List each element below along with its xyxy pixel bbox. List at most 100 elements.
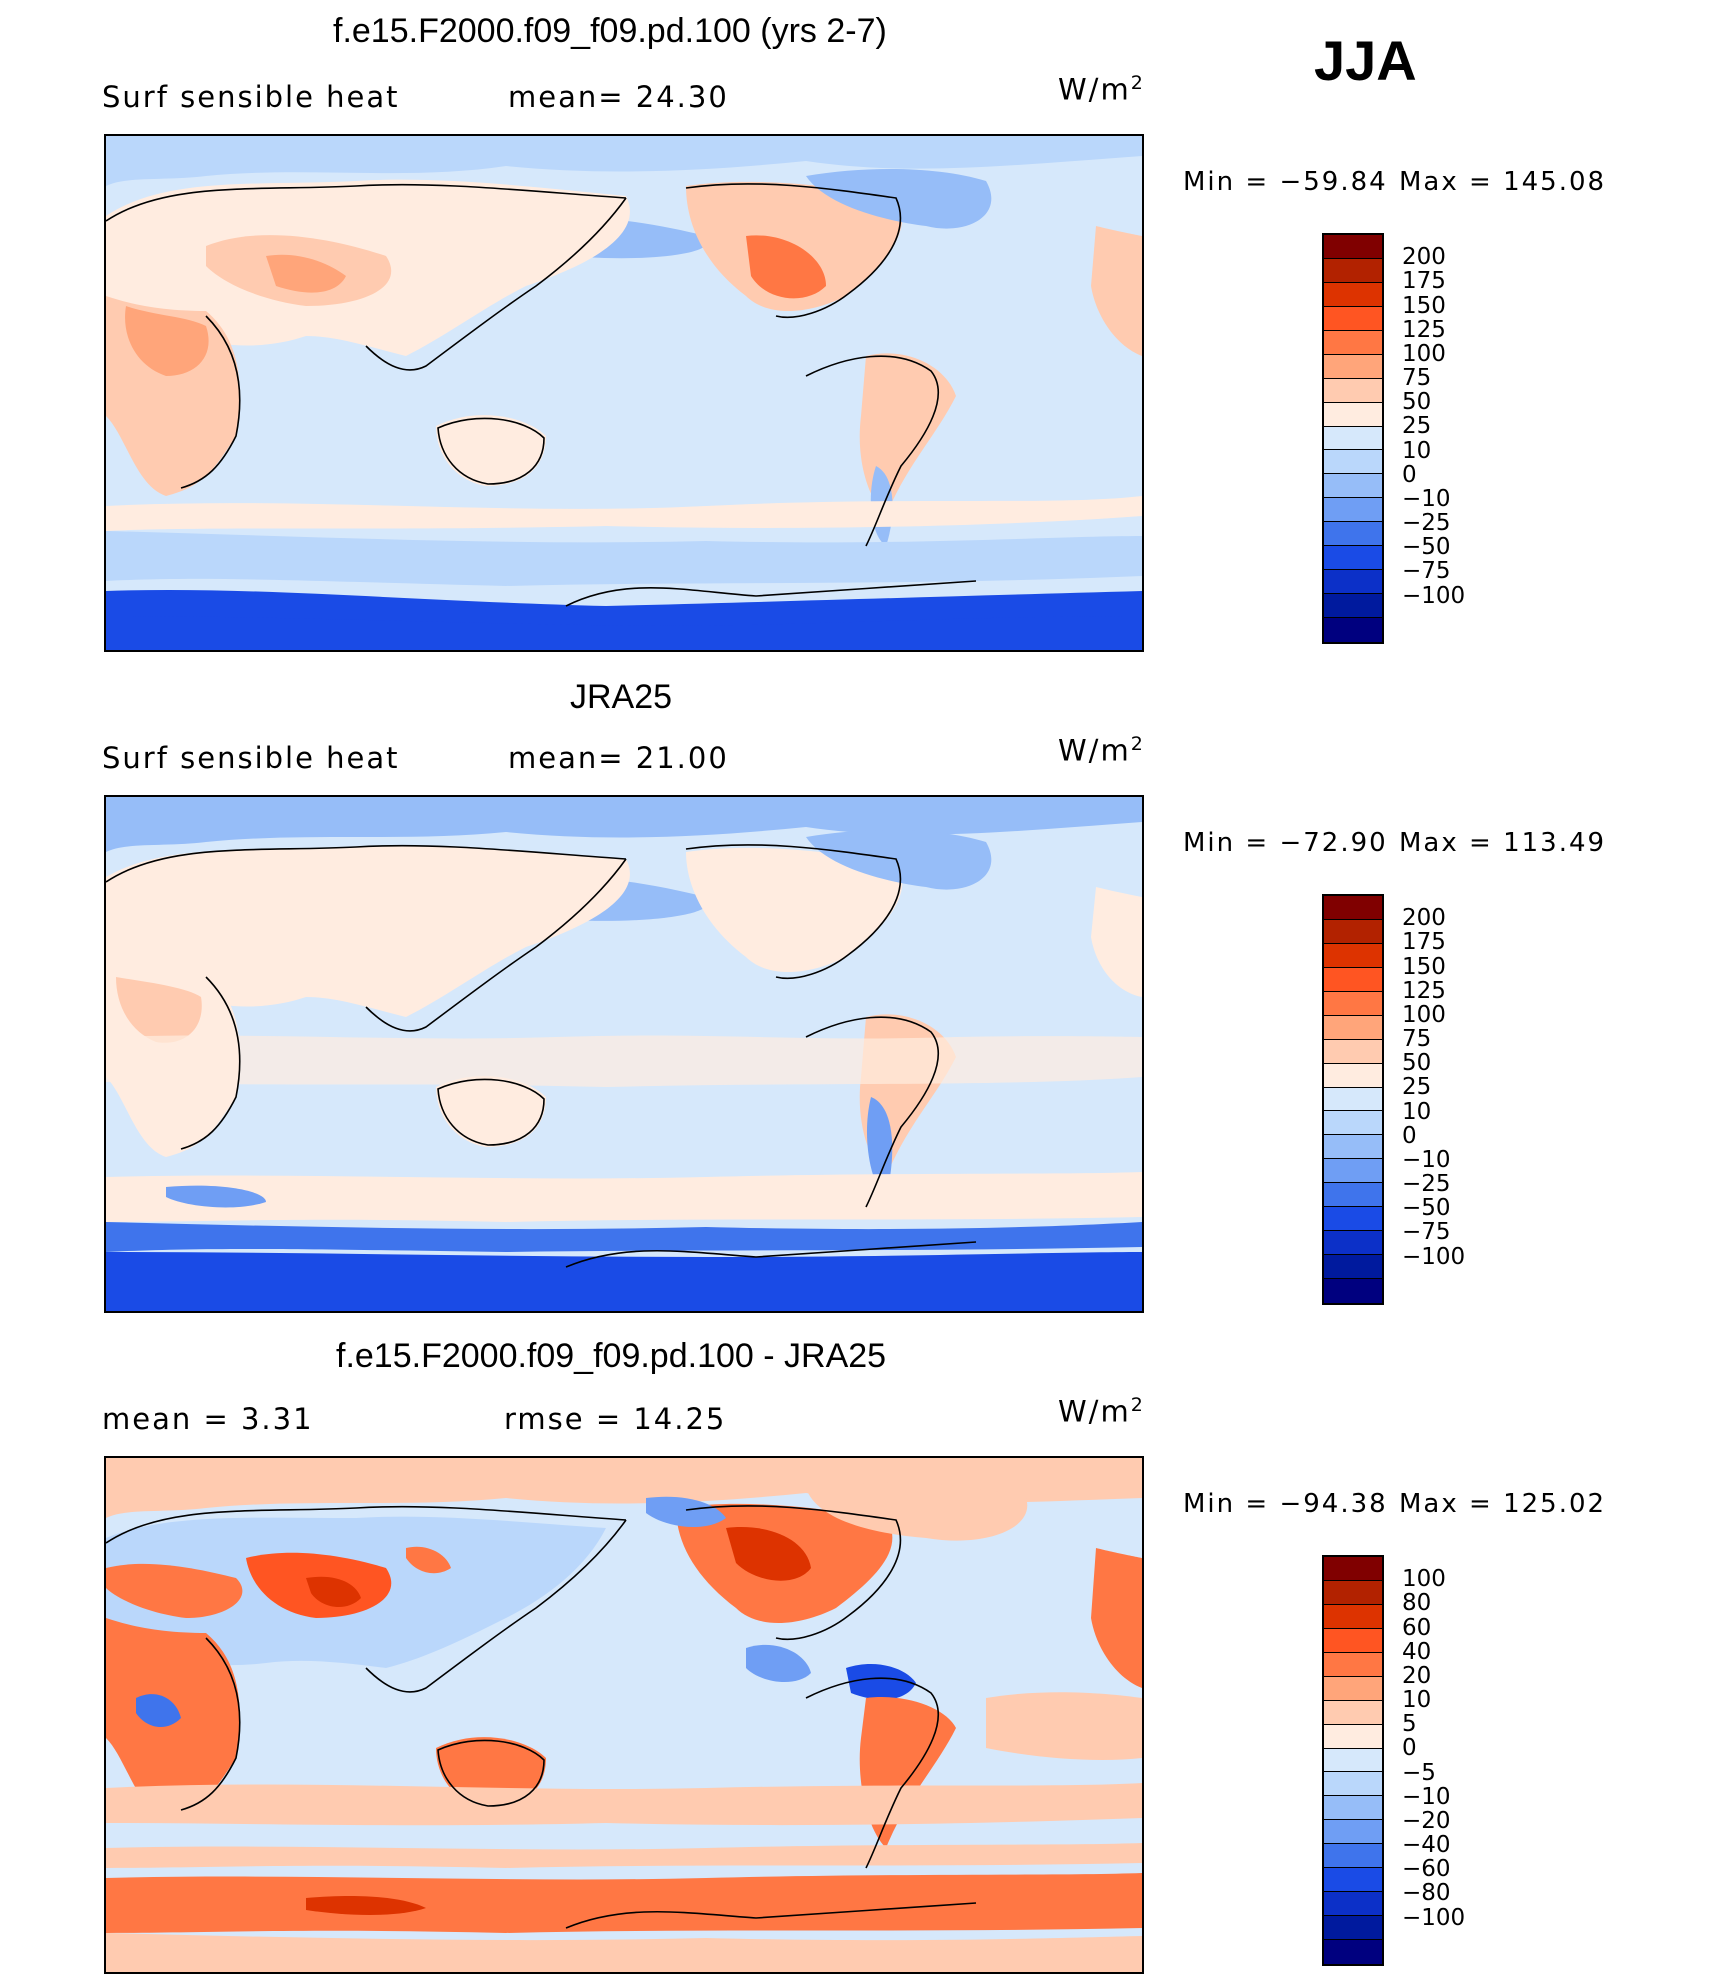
panel-1-units: W/m2 (1058, 72, 1145, 107)
colorbar-segment (1324, 282, 1382, 307)
panel-2-min-label: Min = −72.90 (1183, 828, 1388, 858)
colorbar-tick-label: −60 (1402, 1856, 1451, 1883)
colorbar-tick-label: 0 (1402, 1122, 1417, 1149)
colorbar-segment (1324, 1087, 1382, 1112)
colorbar-segment (1324, 354, 1382, 379)
colorbar-segment (1324, 991, 1382, 1016)
panel-1-contour-field (106, 136, 1142, 650)
colorbar-segment (1324, 1159, 1382, 1184)
colorbar-segment (1324, 426, 1382, 451)
colorbar-segment (1324, 1868, 1382, 1893)
colorbar-tick-label: −75 (1402, 1219, 1451, 1246)
colorbar-tick-label: 150 (1402, 953, 1446, 980)
panel-2-max-label: Max = 113.49 (1399, 828, 1607, 858)
colorbar-segment (1324, 546, 1382, 571)
colorbar-segment (1324, 402, 1382, 427)
colorbar-segment (1324, 1628, 1382, 1653)
colorbar-segment (1324, 1135, 1382, 1160)
colorbar-tick-label: −75 (1402, 558, 1451, 585)
colorbar-tick-label: −5 (1402, 1759, 1436, 1786)
colorbar-segment (1324, 1580, 1382, 1605)
colorbar-tick-label: 75 (1402, 365, 1432, 392)
panel-2-mean-label: mean= 21.00 (508, 741, 729, 775)
colorbar-tick-label: −100 (1402, 1904, 1466, 1931)
colorbar-segment (1324, 1207, 1382, 1232)
colorbar-segment (1324, 330, 1382, 355)
colorbar-segment (1324, 1724, 1382, 1749)
colorbar-segment (1324, 1183, 1382, 1208)
colorbar-tick-label: 0 (1402, 461, 1417, 488)
colorbar-segment (1324, 570, 1382, 595)
colorbar-tick-label: −100 (1402, 582, 1466, 609)
colorbar-segment (1324, 1940, 1382, 1964)
colorbar-tick-label: 50 (1402, 389, 1432, 416)
colorbar-segment (1324, 1604, 1382, 1629)
panel-2-map (104, 795, 1144, 1313)
colorbar-tick-label: 10 (1402, 1687, 1432, 1714)
colorbar-tick-label: 125 (1402, 316, 1446, 343)
colorbar-tick-label: 0 (1402, 1735, 1417, 1762)
colorbar-tick-label: 75 (1402, 1026, 1432, 1053)
colorbar-segment (1324, 1844, 1382, 1869)
panel-3-mean-label: mean = 3.31 (102, 1402, 314, 1436)
panel-2-contour-field (106, 797, 1142, 1311)
colorbar-segment (1324, 1916, 1382, 1940)
panel-1-variable-label: Surf sensible heat (102, 80, 400, 114)
colorbar-segment (1324, 1892, 1382, 1917)
panel-3-title: f.e15.F2000.f09_f09.pd.100 - JRA25 (336, 1337, 887, 1375)
colorbar-segment (1324, 498, 1382, 523)
colorbar-tick-label: 40 (1402, 1638, 1432, 1665)
panel-3-units: W/m2 (1058, 1394, 1145, 1429)
colorbar-segment (1324, 258, 1382, 283)
colorbar-tick-label: 100 (1402, 1001, 1446, 1028)
colorbar-tick-label: −100 (1402, 1243, 1466, 1270)
colorbar-segment (1324, 1820, 1382, 1845)
colorbar-tick-label: 10 (1402, 437, 1432, 464)
panel-2-colorbar (1322, 894, 1384, 1305)
colorbar-tick-label: −50 (1402, 534, 1451, 561)
colorbar-tick-label: 5 (1402, 1711, 1417, 1738)
colorbar-tick-label: −20 (1402, 1807, 1451, 1834)
colorbar-tick-label: 125 (1402, 977, 1446, 1004)
colorbar-tick-label: 200 (1402, 244, 1446, 271)
panel-2-title: JRA25 (570, 678, 673, 716)
colorbar-segment (1324, 1676, 1382, 1701)
colorbar-tick-label: 25 (1402, 1074, 1432, 1101)
colorbar-segment (1324, 1039, 1382, 1064)
colorbar-tick-label: 10 (1402, 1098, 1432, 1125)
colorbar-tick-label: 80 (1402, 1590, 1432, 1617)
colorbar-segment (1324, 474, 1382, 499)
colorbar-segment (1324, 522, 1382, 547)
colorbar-tick-label: 60 (1402, 1614, 1432, 1641)
colorbar-segment (1324, 1255, 1382, 1279)
colorbar-tick-label: 50 (1402, 1050, 1432, 1077)
panel-1-max-label: Max = 145.08 (1399, 167, 1607, 197)
panel-3-rmse-label: rmse = 14.25 (504, 1402, 727, 1436)
colorbar-segment (1324, 1652, 1382, 1677)
panel-3-max-label: Max = 125.02 (1399, 1489, 1607, 1519)
colorbar-segment (1324, 1557, 1382, 1581)
colorbar-segment (1324, 450, 1382, 475)
colorbar-segment (1324, 1231, 1382, 1256)
colorbar-segment (1324, 943, 1382, 968)
colorbar-tick-label: −50 (1402, 1195, 1451, 1222)
colorbar-segment (1324, 1015, 1382, 1040)
panel-2-units: W/m2 (1058, 733, 1145, 768)
colorbar-tick-label: −10 (1402, 1146, 1451, 1173)
colorbar-tick-label: −10 (1402, 1783, 1451, 1810)
colorbar-segment (1324, 1063, 1382, 1088)
colorbar-segment (1324, 594, 1382, 618)
colorbar-segment (1324, 896, 1382, 920)
panel-2-variable-label: Surf sensible heat (102, 741, 400, 775)
colorbar-segment (1324, 1772, 1382, 1797)
panel-3-min-label: Min = −94.38 (1183, 1489, 1388, 1519)
panel-1-min-label: Min = −59.84 (1183, 167, 1388, 197)
colorbar-tick-label: 25 (1402, 413, 1432, 440)
panel-3-map (104, 1456, 1144, 1974)
colorbar-segment (1324, 967, 1382, 992)
colorbar-segment (1324, 1279, 1382, 1303)
panel-1-title: f.e15.F2000.f09_f09.pd.100 (yrs 2-7) (333, 12, 887, 50)
colorbar-segment (1324, 1748, 1382, 1773)
colorbar-segment (1324, 1700, 1382, 1725)
colorbar-segment (1324, 1796, 1382, 1821)
